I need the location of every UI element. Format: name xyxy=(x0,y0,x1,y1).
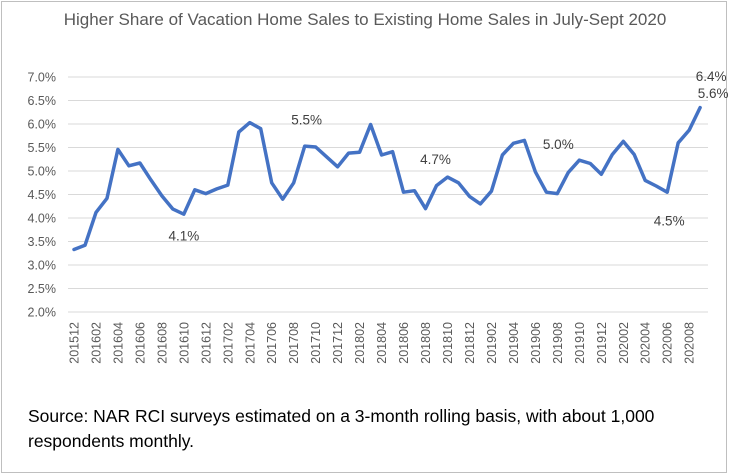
y-tick-label: 5.0% xyxy=(28,165,57,179)
x-tick-label: 201606 xyxy=(133,322,147,364)
x-tick-label: 202006 xyxy=(661,322,675,364)
x-tick-label: 201608 xyxy=(155,322,169,364)
x-tick-label: 202004 xyxy=(639,322,653,364)
x-tick-label: 202008 xyxy=(683,322,697,364)
data-label: 5.5% xyxy=(291,113,322,128)
data-label: 5.0% xyxy=(543,137,574,152)
source-note: Source: NAR RCI surveys estimated on a 3… xyxy=(28,406,655,451)
x-tick-label: 201602 xyxy=(89,322,103,364)
x-tick-label: 201712 xyxy=(331,322,345,364)
x-tick-label: 201710 xyxy=(309,322,323,364)
y-tick-label: 7.0% xyxy=(28,71,57,85)
x-tick-label: 201808 xyxy=(419,322,433,364)
y-tick-label: 3.0% xyxy=(28,259,57,273)
y-tick-label: 5.5% xyxy=(28,141,57,155)
x-tick-label: 201704 xyxy=(243,322,257,364)
x-tick-label: 201904 xyxy=(507,322,521,364)
x-tick-label: 201610 xyxy=(177,322,191,364)
series-line-group xyxy=(72,105,702,252)
x-tick-label: 201906 xyxy=(529,322,543,364)
x-tick-label: 201604 xyxy=(111,322,125,364)
data-label: 4.5% xyxy=(654,214,685,229)
y-tick-label: 4.5% xyxy=(28,188,57,202)
x-tick-label: 201908 xyxy=(551,322,565,364)
x-tick-label: 201512 xyxy=(68,322,82,364)
series-line xyxy=(72,105,702,252)
data-label: 4.7% xyxy=(420,152,451,167)
y-axis-ticks: 2.0% 2.5% 3.0% 3.5% 4.0% 4.5% 5.0% 5.5% 6.0% 6.5%… xyxy=(28,71,57,320)
y-tick-label: 2.5% xyxy=(28,282,57,296)
x-tick-label: 201810 xyxy=(441,322,455,364)
x-tick-label: 201706 xyxy=(265,322,279,364)
data-label: 4.1% xyxy=(168,228,199,243)
gridlines xyxy=(68,76,708,313)
x-tick-label: 201902 xyxy=(485,322,499,364)
x-axis-ticks: 201512 201602 201604 201606 201608 201610 2016… xyxy=(68,322,697,364)
data-label: 6.4% xyxy=(696,69,727,84)
chart-title: Higher Share of Vacation Home Sales to E… xyxy=(63,10,667,29)
x-tick-label: 201804 xyxy=(375,322,389,364)
x-tick-label: 201802 xyxy=(353,322,367,364)
x-tick-label: 201910 xyxy=(573,322,587,364)
data-label: 5.6% xyxy=(698,86,729,101)
x-tick-label: 201912 xyxy=(595,322,609,364)
y-tick-label: 6.0% xyxy=(28,118,57,132)
x-tick-label: 201806 xyxy=(397,322,411,364)
y-tick-label: 4.0% xyxy=(28,212,57,226)
x-tick-label: 201812 xyxy=(463,322,477,364)
x-tick-label: 201612 xyxy=(199,322,213,364)
x-tick-label: 201708 xyxy=(287,322,301,364)
y-tick-label: 3.5% xyxy=(28,235,57,249)
data-labels: 4.1% 5.5% 4.7% 5.0% 4.5% 5.6% 6.4% xyxy=(168,69,728,243)
y-tick-label: 6.5% xyxy=(28,94,57,108)
x-tick-label: 202002 xyxy=(617,322,631,364)
x-tick-label: 201702 xyxy=(221,322,235,364)
y-tick-label: 2.0% xyxy=(28,306,57,320)
